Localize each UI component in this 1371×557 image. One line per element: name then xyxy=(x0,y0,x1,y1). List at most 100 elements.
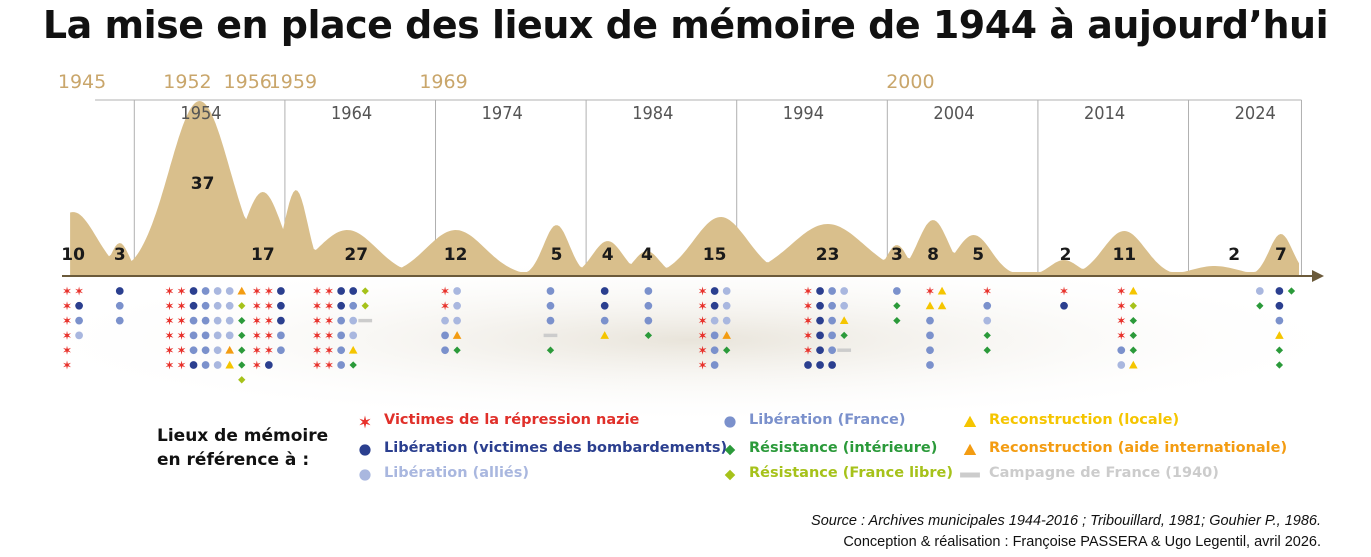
marker-resistance-int xyxy=(238,346,246,354)
marker-france xyxy=(546,287,555,295)
count-label: 15 xyxy=(703,245,727,265)
marker-france xyxy=(710,346,719,355)
count-label: 11 xyxy=(1112,245,1136,265)
marker-repression xyxy=(804,286,812,296)
marker-france xyxy=(277,346,285,355)
marker-france xyxy=(600,316,609,325)
marker-repression xyxy=(252,330,261,340)
marker-repression xyxy=(926,286,934,296)
marker-france xyxy=(892,287,901,295)
marker-bombardements xyxy=(816,301,824,310)
marker-repression xyxy=(177,301,186,311)
marker-repression xyxy=(252,316,261,326)
marker-france xyxy=(828,331,836,340)
marker-resistance-int xyxy=(644,331,653,340)
marker-france xyxy=(828,346,836,355)
legend-title: Lieux de mémoire en référence à : xyxy=(157,424,328,472)
marker-repression xyxy=(264,316,273,326)
marker-bombardements xyxy=(816,331,824,340)
marker-repression xyxy=(63,345,71,355)
legend-label-france-libre: Résistance (France libre) xyxy=(749,465,954,481)
count-label: 4 xyxy=(641,245,653,265)
marker-repression xyxy=(165,316,174,326)
marker-resistance-int xyxy=(983,346,991,354)
marker-repression xyxy=(325,316,333,326)
marker-repression xyxy=(698,345,707,355)
count-label: 37 xyxy=(191,174,215,194)
marker-repression xyxy=(313,345,321,355)
marker-bombardements xyxy=(600,301,609,310)
key-year-label: 1952 xyxy=(163,71,211,93)
marker-repression xyxy=(264,345,273,355)
marker-allies xyxy=(213,361,222,369)
marker-bombardements xyxy=(349,287,358,295)
marker-resistance-int xyxy=(1287,287,1296,295)
marker-allies xyxy=(349,316,358,325)
marker-reco-locale xyxy=(348,345,358,354)
marker-resistance-int xyxy=(893,316,901,325)
marker-france xyxy=(337,361,346,369)
marker-france xyxy=(201,361,210,369)
key-year-label: 1956 xyxy=(224,71,272,93)
marker-repression xyxy=(177,286,186,296)
marker-allies xyxy=(349,331,358,340)
marker-repression xyxy=(165,360,174,370)
marker-repression xyxy=(264,301,273,311)
decade-tick-label: 1974 xyxy=(482,103,523,124)
marker-repression xyxy=(804,301,812,311)
count-label: 2 xyxy=(1060,245,1072,265)
page-title: La mise en place des lieux de mémoire de… xyxy=(42,3,1329,47)
marker-resistance-int xyxy=(1275,346,1284,354)
marker-repression xyxy=(313,360,321,370)
legend-marker-repression xyxy=(359,415,371,429)
marker-allies xyxy=(225,316,234,325)
marker-france xyxy=(926,361,934,369)
marker-repression xyxy=(63,360,71,370)
marker-france xyxy=(349,301,358,310)
marker-france xyxy=(201,316,210,325)
marker-france xyxy=(644,316,653,325)
count-label: 8 xyxy=(927,245,939,265)
marker-france xyxy=(337,331,346,340)
marker-bombardements xyxy=(189,287,198,295)
marker-france xyxy=(983,301,992,310)
key-year-label: 2000 xyxy=(886,71,934,93)
marker-repression xyxy=(264,330,273,340)
marker-repression xyxy=(698,360,707,370)
marker-france xyxy=(201,301,210,310)
marker-allies xyxy=(453,301,461,310)
marker-bombardements xyxy=(277,287,285,295)
marker-reco-inter xyxy=(237,286,247,295)
marker-repression xyxy=(804,316,812,326)
marker-resistance-int xyxy=(238,331,246,340)
count-label: 17 xyxy=(251,245,275,265)
marker-resistance-int xyxy=(546,346,555,354)
marker-repression xyxy=(75,286,83,296)
count-label: 3 xyxy=(891,245,903,265)
marker-campagne xyxy=(837,348,852,352)
legend-label-bombardements: Libération (victimes des bombardements) xyxy=(384,440,728,456)
marker-resistance-int xyxy=(238,361,246,369)
marker-bombardements xyxy=(1275,287,1284,295)
marker-resistance-int xyxy=(893,302,901,310)
marker-reco-locale xyxy=(839,316,849,325)
marker-bombardements xyxy=(115,287,124,295)
marker-repression xyxy=(441,286,449,296)
legend-marker-resistance-int xyxy=(724,444,736,456)
marker-reco-locale xyxy=(1275,331,1284,339)
decade-tick-label: 2004 xyxy=(933,103,974,124)
marker-bombardements xyxy=(710,287,719,295)
marker-reco-locale xyxy=(225,360,234,369)
count-label: 5 xyxy=(551,245,563,265)
source-note: Source : Archives municipales 1944-2016 … xyxy=(811,511,1321,553)
marker-repression xyxy=(325,330,333,340)
marker-repression xyxy=(63,316,71,326)
legend-marker-bombardements xyxy=(359,444,371,456)
marker-france xyxy=(441,346,449,355)
legend-marker-reco-inter xyxy=(963,443,977,455)
marker-resistance-int xyxy=(983,331,991,340)
legend-label-reco-inter: Reconstruction (aide internationale) xyxy=(989,440,1288,456)
marker-resistance-int xyxy=(1256,302,1264,310)
legend-label-campagne: Campagne de France (1940) xyxy=(989,465,1219,481)
marker-resistance-int xyxy=(1275,361,1284,369)
